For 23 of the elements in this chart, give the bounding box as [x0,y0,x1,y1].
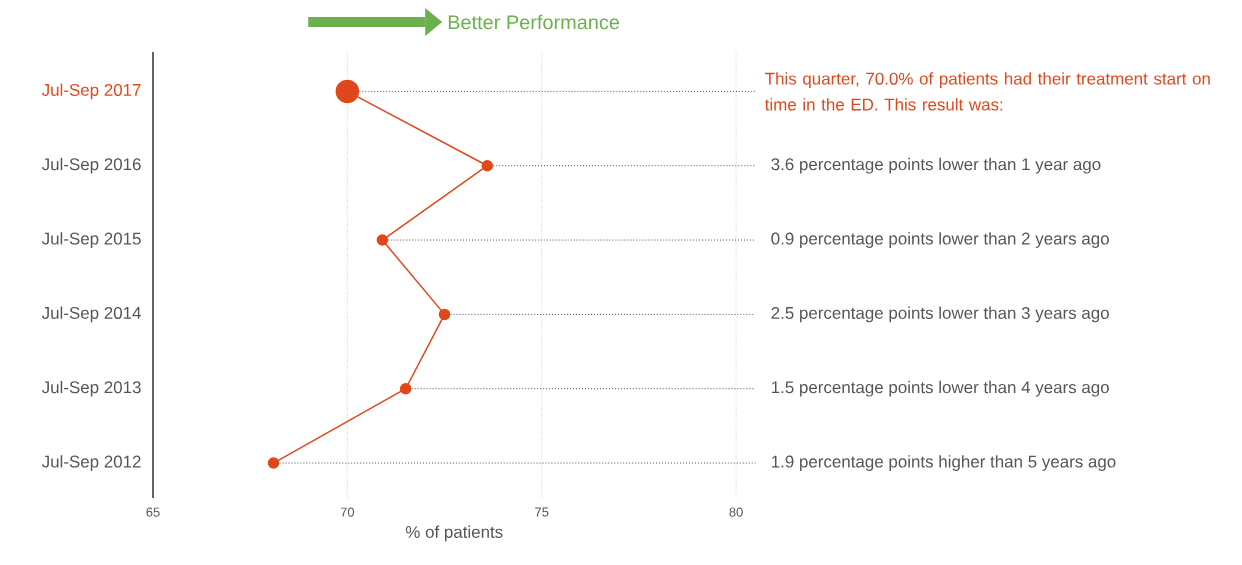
x-axis-title: % of patients [405,525,503,542]
x-tick-label: 75 [535,507,549,517]
annotation: 3.6 percentage points lower than 1 year ago [771,157,1101,174]
point [376,234,389,246]
y-tick-label: Jul-Sep 2013 [41,380,141,397]
point [267,457,280,469]
annotation: 1.5 percentage points lower than 4 years ago [772,380,1109,397]
annotation: 2.5 percentage points lower than 3 years ago [771,306,1109,323]
y-tick-label: Jul-Sep 2016 [41,157,141,174]
y-tick-label: Jul-Sep 2017 [41,83,141,100]
annotation: 0.9 percentage points lower than 2 years ago [771,232,1109,248]
y-tick-label: Jul-Sep 2015 [41,232,141,248]
point [399,382,412,395]
text: Better Performance [448,14,620,30]
y-tick-label: Jul-Sep 2012 [41,455,141,471]
y-tick-label: Jul-Sep 2014 [41,306,141,323]
annotation: 1.9 percentage points higher than 5 years ago [772,455,1116,471]
x-tick-label: 70 [340,507,355,517]
x-tick-label: 65 [146,507,160,517]
x-tick-label: 80 [729,507,743,517]
point [438,308,451,321]
annotation: This quarter, 70.0% of patients had their treatment start on time in the ED. This result was: [764,72,1210,111]
point [481,159,494,172]
